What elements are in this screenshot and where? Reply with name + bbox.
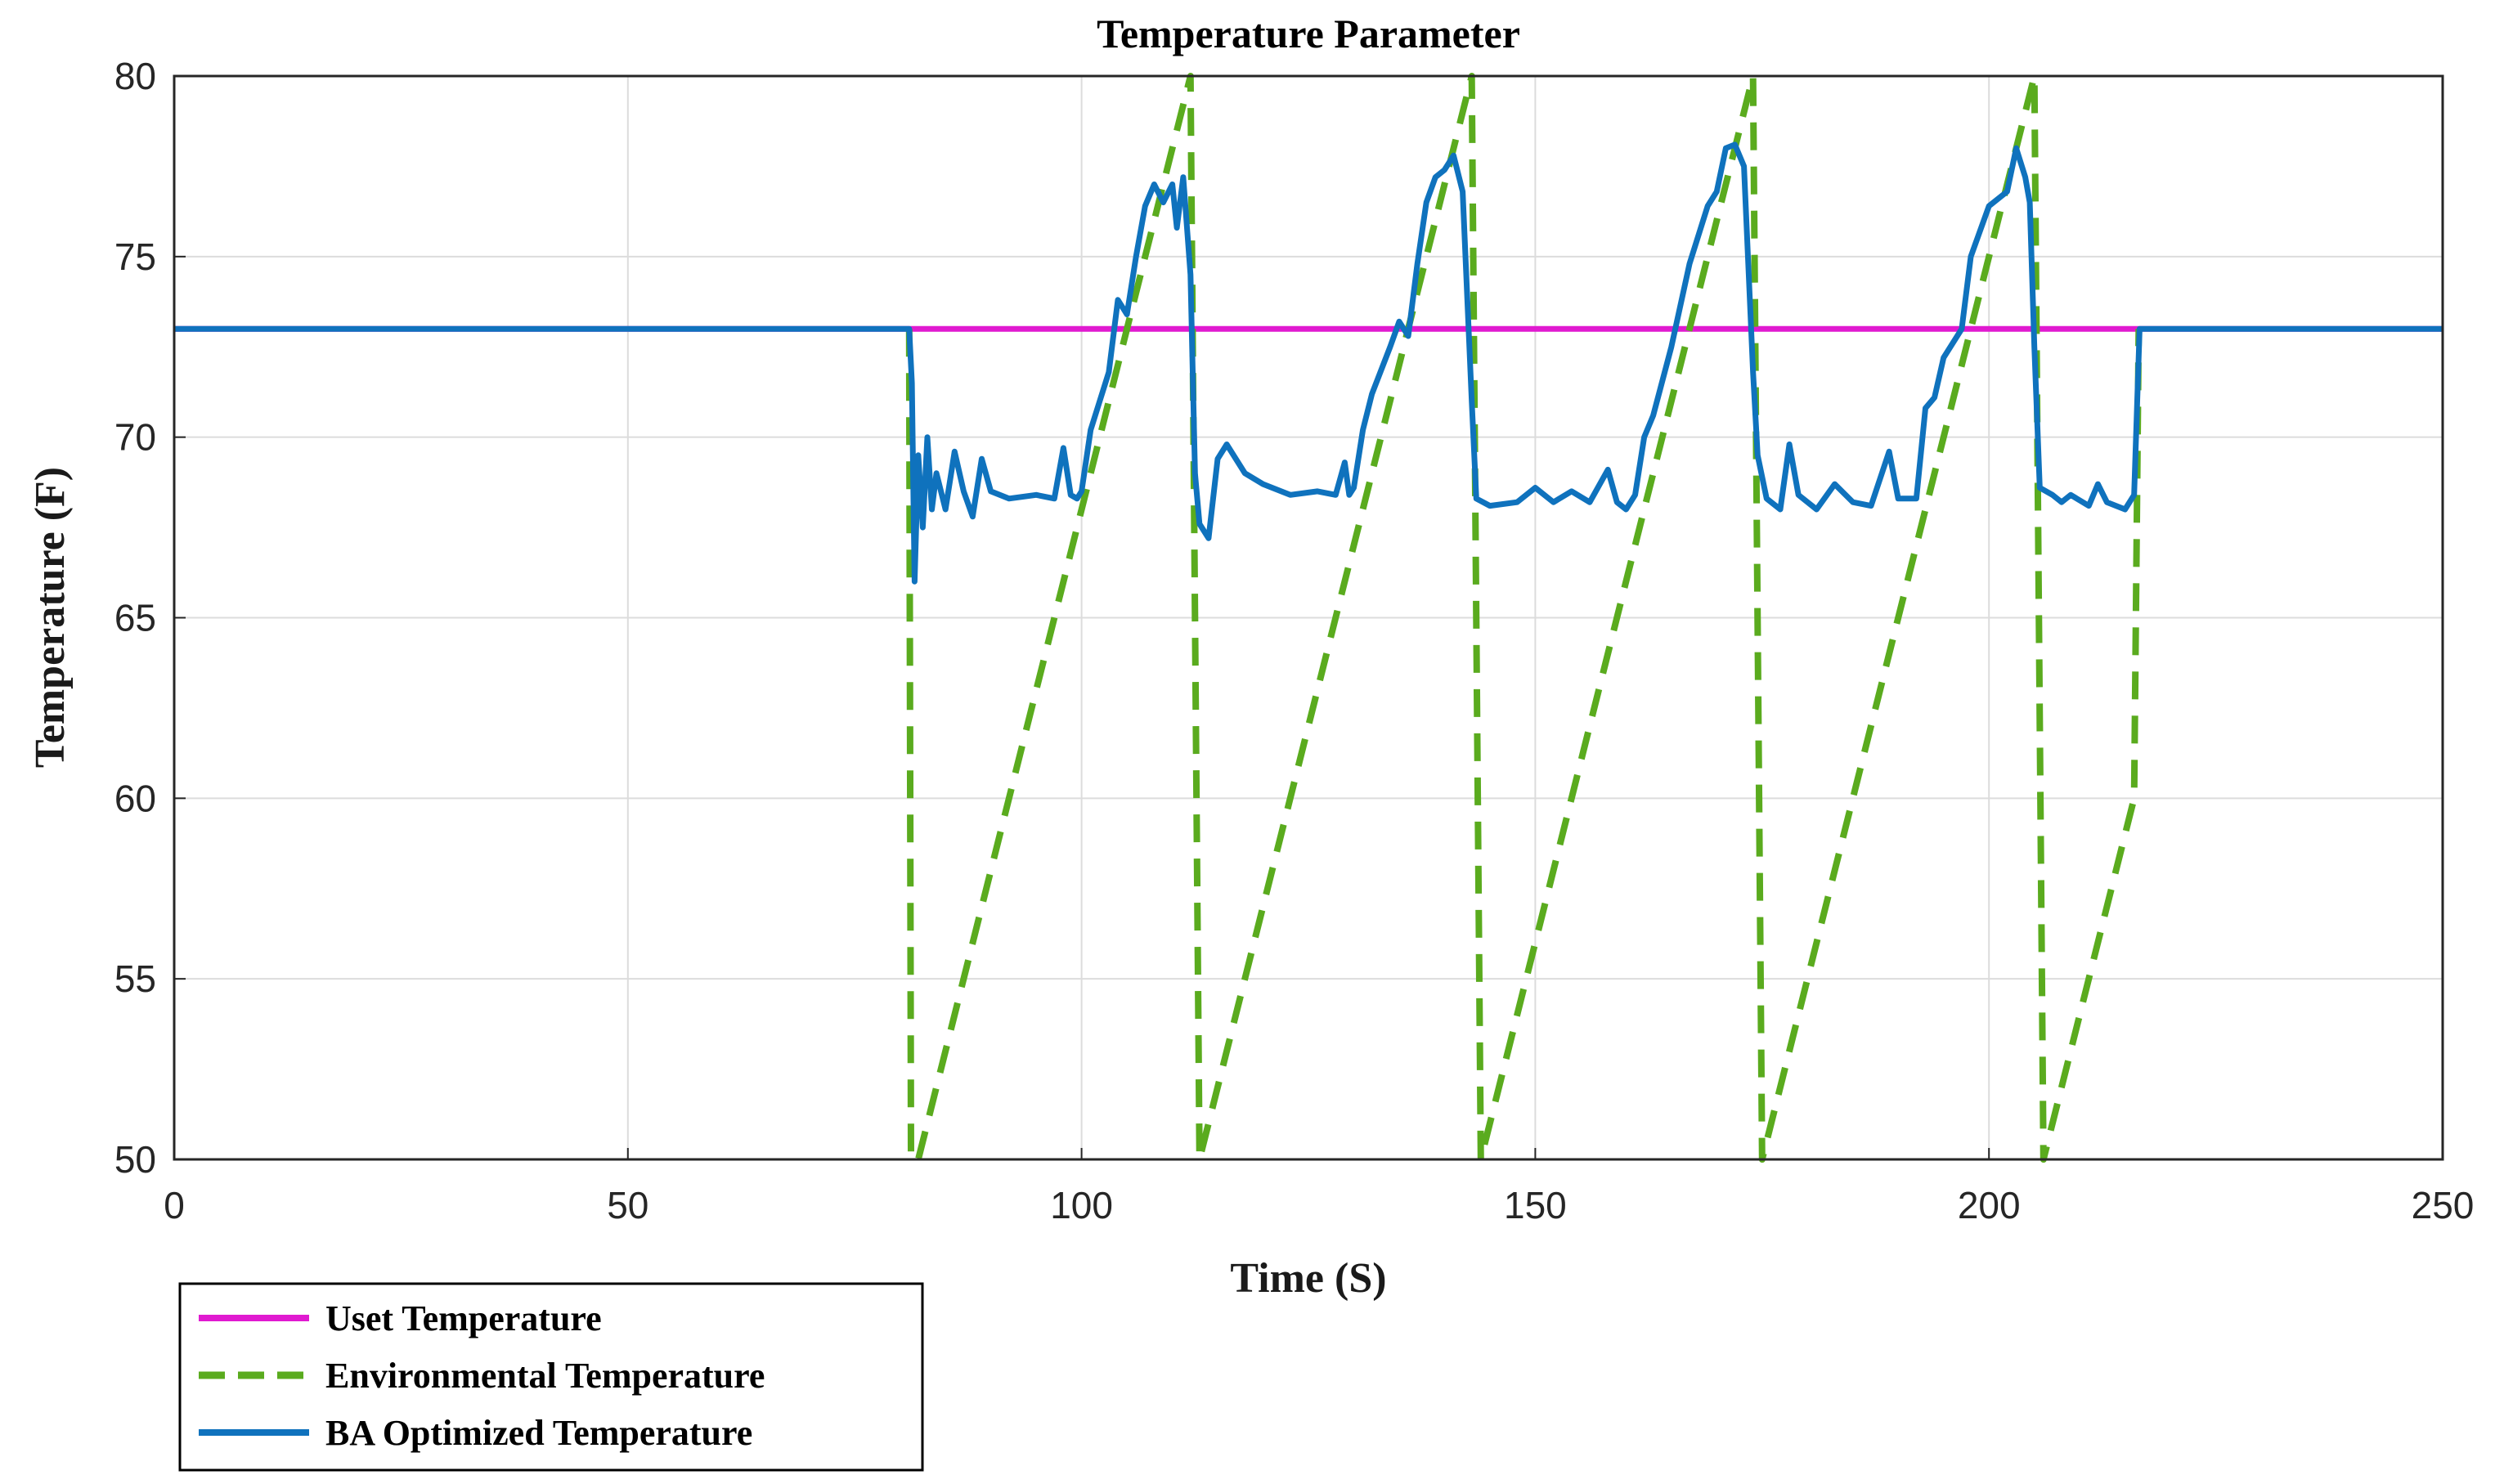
y-tick-label: 70	[114, 416, 156, 459]
legend-label: Uset Temperature	[325, 1298, 602, 1338]
y-tick-label: 65	[114, 597, 156, 639]
legend: Uset Temperature Environmental Temperatur…	[178, 1282, 924, 1472]
x-tick-label: 100	[1050, 1184, 1113, 1226]
y-tick-label: 75	[114, 235, 156, 278]
legend-label: BA Optimized Temperature	[325, 1413, 752, 1453]
series-line-ba-optimized-temperature	[174, 141, 2443, 585]
x-tick-label: 0	[164, 1184, 185, 1226]
x-tick-label: 250	[2412, 1184, 2475, 1226]
legend-label: Environmental Temperature	[325, 1356, 765, 1396]
x-tick-label: 200	[1958, 1184, 2021, 1226]
grid	[173, 75, 2443, 1160]
chart-title: Temperature Parameter	[1097, 11, 1520, 56]
y-tick-label: 80	[114, 55, 156, 97]
y-tick-label: 55	[114, 957, 156, 1000]
x-axis-label: Time (S)	[1230, 1255, 1386, 1302]
y-tick-label: 60	[114, 777, 156, 819]
y-tick-label: 50	[114, 1138, 156, 1181]
y-axis-label: Temperature (F)	[27, 467, 74, 768]
x-tick-label: 150	[1504, 1184, 1567, 1226]
x-tick-label: 50	[607, 1184, 648, 1226]
